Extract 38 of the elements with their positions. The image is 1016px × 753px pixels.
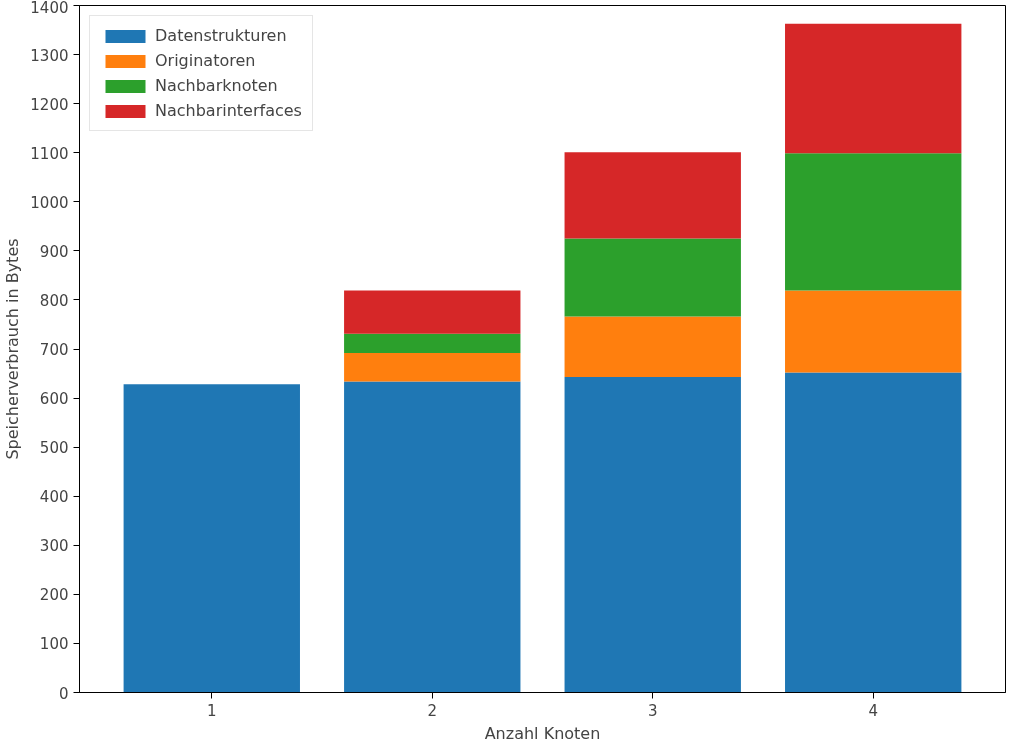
- x-axis-title: Anzahl Knoten: [484, 723, 601, 743]
- bar: [564, 152, 741, 239]
- bar: [785, 153, 962, 291]
- legend-label: Originatoren: [155, 51, 256, 70]
- bar: [344, 290, 521, 334]
- legend-label: Nachbarknoten: [155, 76, 278, 95]
- x-tick-label: 1: [207, 701, 217, 720]
- x-tick-label: 4: [868, 701, 878, 720]
- bar: [785, 290, 962, 373]
- y-tick-label: 100: [39, 635, 69, 654]
- legend-label: Nachbarinterfaces: [155, 101, 302, 120]
- y-tick-label: 1400: [30, 0, 69, 17]
- y-tick-label: 1100: [30, 144, 69, 163]
- y-tick-label: 900: [39, 242, 69, 261]
- bar: [785, 372, 962, 693]
- bar: [564, 238, 741, 317]
- y-tick-label: 1000: [30, 193, 69, 212]
- bar: [123, 384, 300, 693]
- y-axis-title: Speicherverbrauch in Bytes: [3, 238, 23, 460]
- bar: [564, 316, 741, 377]
- y-tick-label: 400: [39, 488, 69, 507]
- bar: [344, 333, 521, 353]
- y-tick-label: 700: [39, 341, 69, 359]
- bar: [785, 23, 962, 154]
- y-tick-label: 800: [39, 291, 69, 310]
- y-tick-label: 500: [39, 439, 69, 458]
- y-tick-label: 0: [58, 684, 69, 703]
- y-tick-label: 600: [39, 390, 69, 409]
- y-tick-label: 1200: [30, 95, 69, 114]
- bar: [564, 376, 741, 693]
- y-tick-label: 300: [39, 537, 69, 556]
- bar: [344, 352, 521, 382]
- x-tick-label: 3: [647, 701, 658, 720]
- bar: [344, 381, 521, 693]
- legend-label: Datenstrukturen: [155, 26, 287, 45]
- y-tick-label: 1300: [30, 46, 69, 65]
- y-tick-label: 200: [39, 586, 69, 605]
- x-tick-label: 2: [427, 701, 438, 720]
